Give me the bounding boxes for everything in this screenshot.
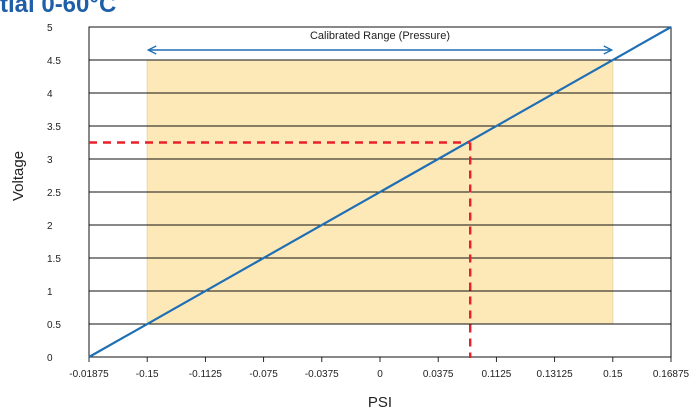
y-tick-label: 2.5 (47, 188, 61, 199)
x-tick-label: -0.15 (136, 369, 159, 380)
y-tick-label: 0.5 (47, 320, 61, 331)
y-tick-label: 1.5 (47, 254, 61, 265)
x-tick-label: -0.0375 (305, 369, 339, 380)
y-tick-label: 1 (47, 287, 53, 298)
x-tick-label: 0.1125 (481, 369, 511, 380)
chart-title: tial 0-60°C (0, 0, 117, 18)
x-tick-label: -0.075 (249, 369, 278, 380)
series-line (88, 26, 672, 358)
x-tick-label: -0.01875 (69, 369, 109, 380)
y-tick-label: 2 (47, 221, 53, 232)
x-tick-label: 0 (377, 369, 383, 380)
y-tick-label: 4.5 (47, 56, 61, 67)
x-tick-label: 0.15 (603, 369, 623, 380)
calibrated-range-label: Calibrated Range (Pressure) (310, 30, 450, 42)
y-tick-label: 5 (47, 23, 53, 34)
y-tick-label: 3.5 (47, 122, 61, 133)
y-axis-label: Voltage (10, 151, 27, 201)
y-tick-label: 4 (47, 89, 53, 100)
x-tick-label: 0.16875 (653, 369, 690, 380)
x-tick-label: -0.1125 (189, 369, 223, 380)
x-axis-label: PSI (368, 394, 392, 411)
y-tick-label: 0 (47, 353, 53, 364)
y-tick-label: 3 (47, 155, 53, 166)
x-tick-label: 0.0375 (423, 369, 454, 380)
x-tick-label: 0.13125 (537, 369, 574, 380)
